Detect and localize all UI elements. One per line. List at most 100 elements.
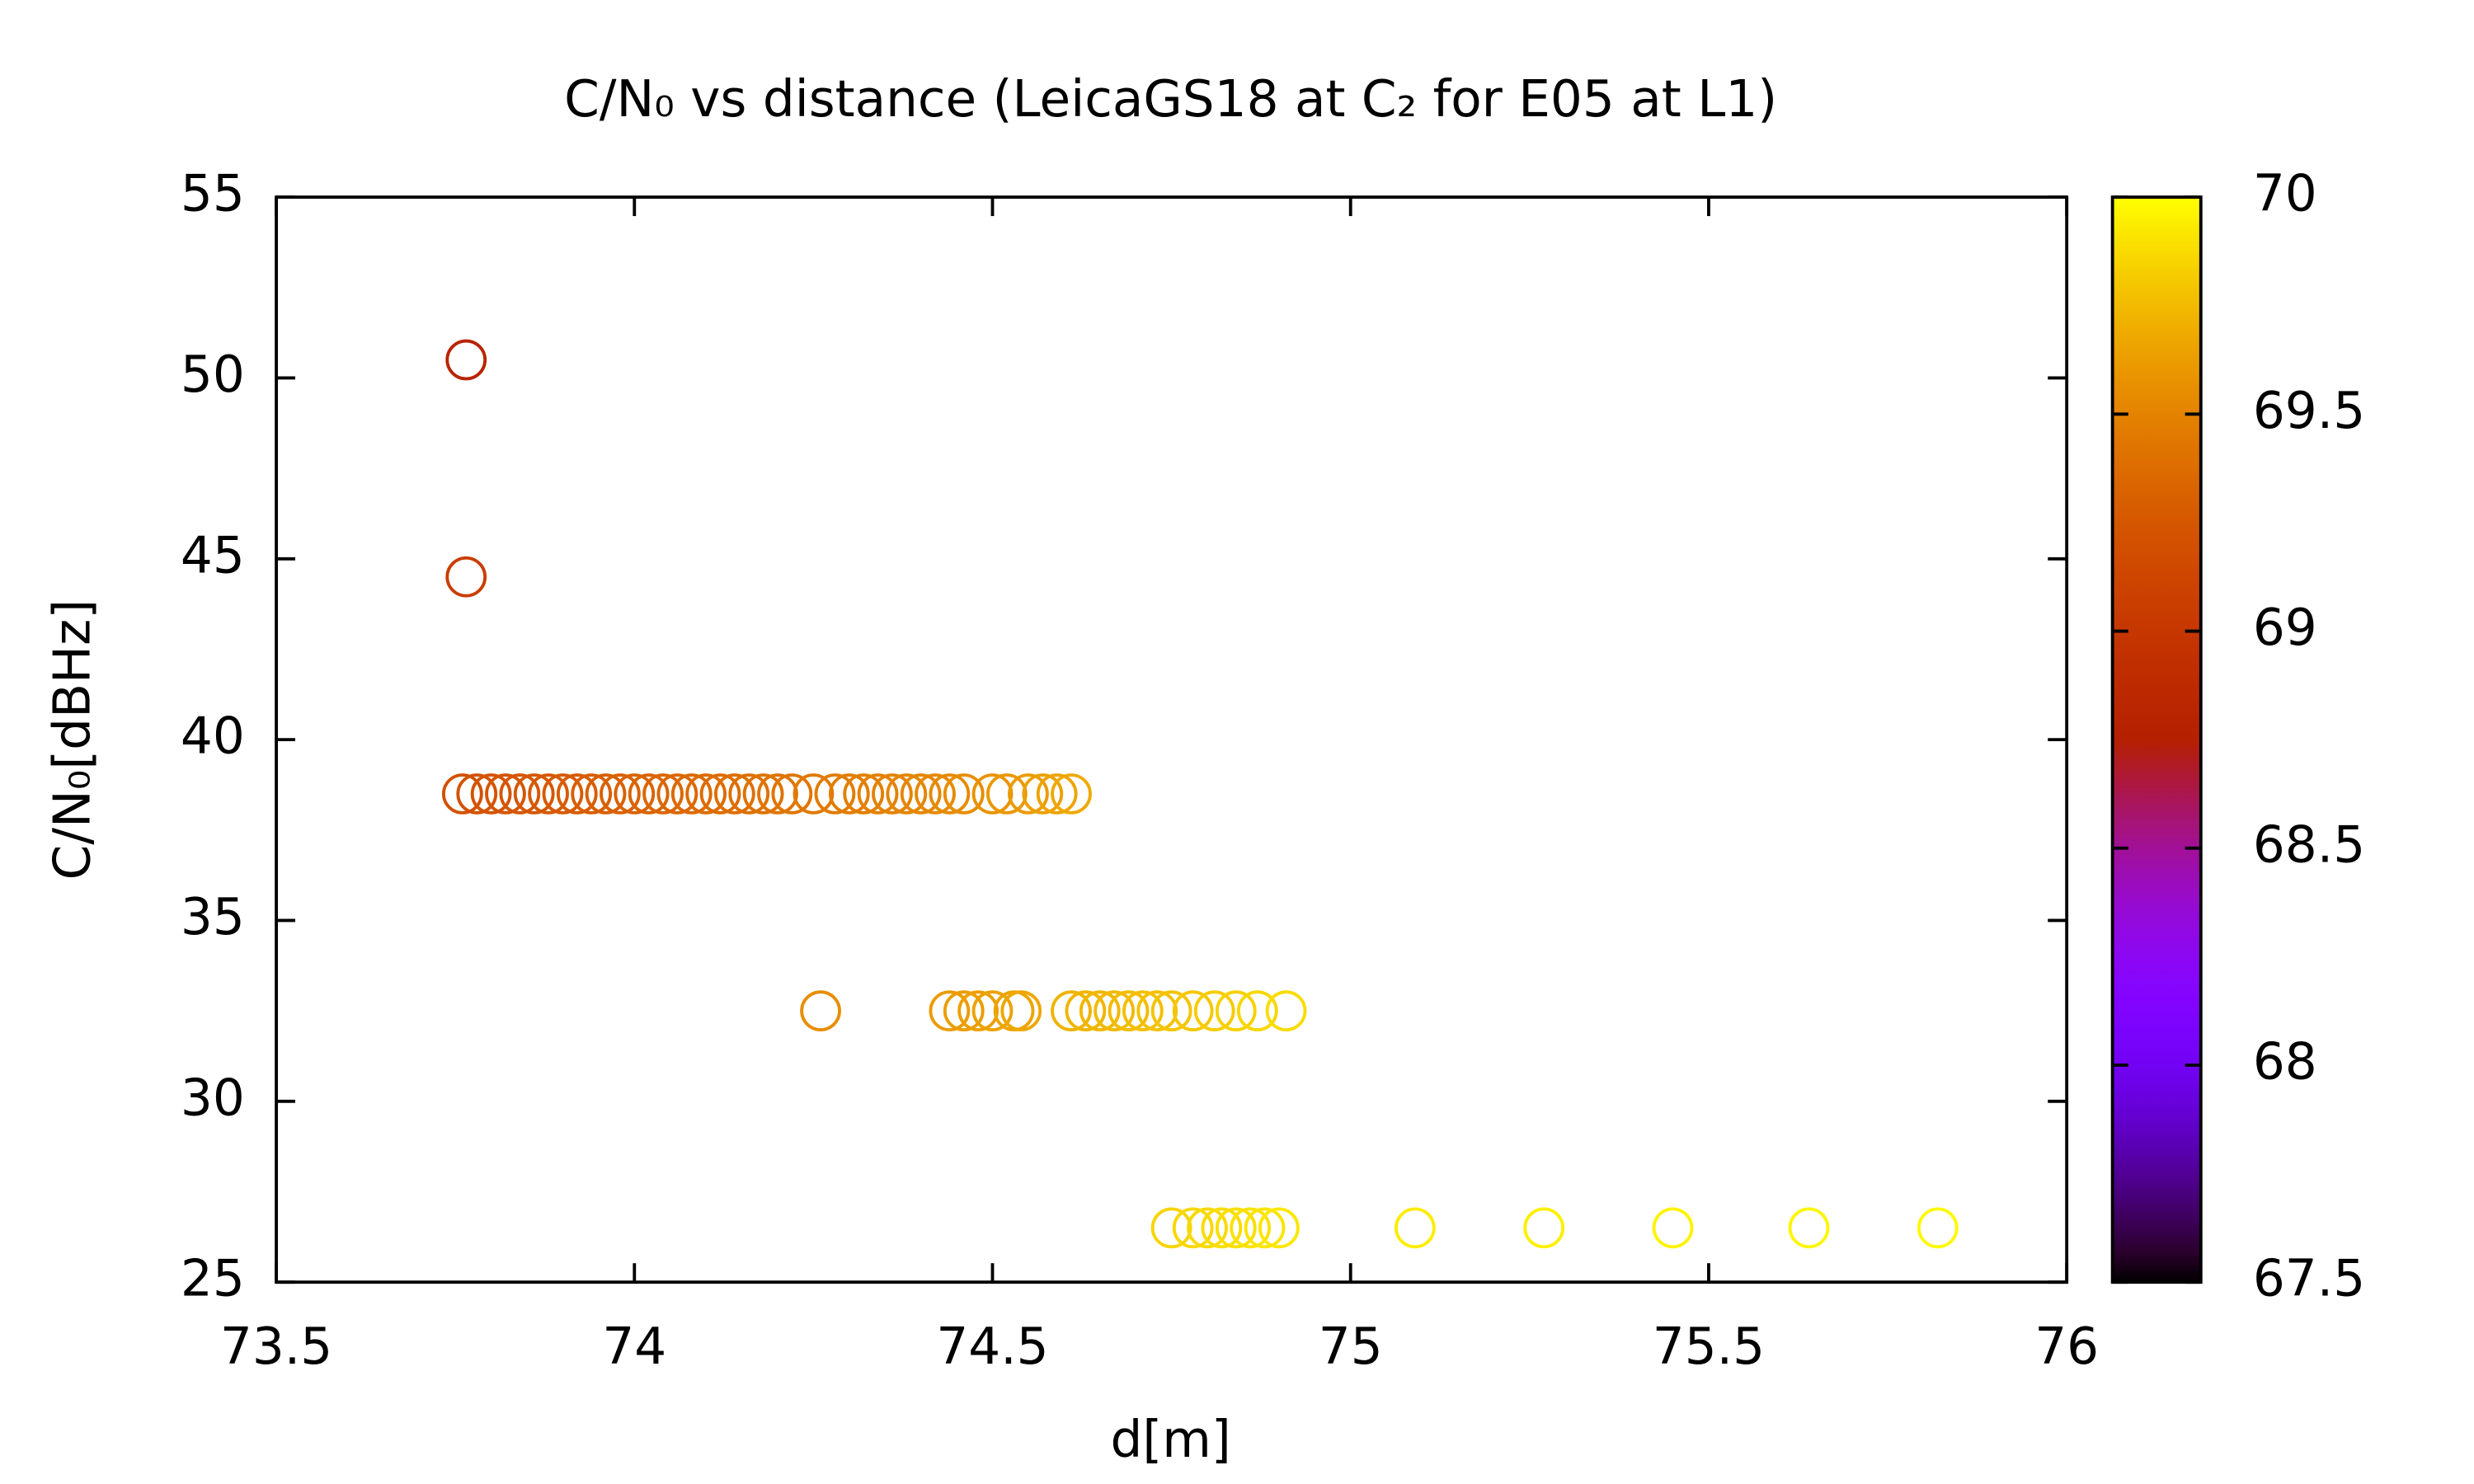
point: [971, 773, 1014, 815]
colorbar-tick-label: 69.5: [2253, 382, 2365, 440]
point: [1244, 1207, 1286, 1249]
point: [943, 990, 985, 1032]
point: [1136, 990, 1178, 1032]
point: [1265, 990, 1307, 1032]
y-axis-label: C/N₀[dBHz]: [44, 599, 102, 880]
background: [16, 0, 2458, 1484]
point: [943, 773, 985, 815]
point: [971, 990, 1014, 1032]
point: [1230, 1207, 1272, 1249]
point: [556, 773, 598, 815]
point: [614, 773, 656, 815]
colorbar-tick-label: 69: [2253, 599, 2317, 657]
y-tick-label: 55: [181, 165, 245, 223]
point: [1150, 990, 1192, 1032]
point: [1236, 990, 1278, 1032]
point: [585, 773, 627, 815]
point: [1917, 1207, 1959, 1249]
point: [793, 773, 835, 815]
point: [900, 773, 942, 815]
point: [445, 339, 487, 381]
y-tick-label: 45: [181, 526, 245, 585]
point: [1094, 990, 1136, 1032]
point: [1193, 990, 1235, 1032]
point: [872, 773, 913, 815]
colorbar-tick-label: 68.5: [2253, 815, 2365, 874]
point: [800, 990, 841, 1032]
colorbar-tick-label: 67.5: [2253, 1250, 2365, 1308]
point: [1051, 990, 1092, 1032]
point: [742, 773, 784, 815]
point: [1008, 773, 1049, 815]
point: [642, 773, 684, 815]
point: [843, 773, 885, 815]
point: [814, 773, 856, 815]
point: [445, 556, 487, 598]
point: [528, 773, 569, 815]
point: [1187, 1207, 1228, 1249]
point: [957, 990, 999, 1032]
point: [1258, 1207, 1300, 1249]
colorbar: [2110, 195, 2203, 1284]
y-tick-label: 50: [181, 345, 245, 404]
point: [857, 773, 899, 815]
point: [456, 773, 498, 815]
point: [441, 773, 483, 815]
point: [1150, 1207, 1192, 1249]
point: [1788, 1207, 1830, 1249]
point: [1201, 1207, 1243, 1249]
point: [714, 773, 755, 815]
point: [1051, 773, 1092, 815]
point: [513, 773, 555, 815]
point: [1215, 990, 1257, 1032]
point: [1108, 990, 1150, 1032]
point: [1523, 1207, 1565, 1249]
point: [656, 773, 698, 815]
point: [542, 773, 584, 815]
x-tick-label: 74.5: [936, 1317, 1048, 1376]
point: [685, 773, 727, 815]
point: [728, 773, 770, 815]
point: [600, 773, 641, 815]
colorbar-tick-label: 70: [2253, 165, 2317, 223]
y-tick-label: 40: [181, 707, 245, 766]
point: [915, 773, 956, 815]
point: [986, 773, 1028, 815]
y-tick-label: 30: [181, 1068, 245, 1127]
point: [929, 773, 971, 815]
point: [1122, 990, 1164, 1032]
point: [771, 773, 813, 815]
point: [929, 990, 971, 1032]
x-axis-label: d[m]: [1111, 1411, 1231, 1469]
x-tick-label: 73.5: [220, 1317, 332, 1376]
point: [1172, 1207, 1214, 1249]
y-tick-label: 25: [181, 1250, 245, 1308]
point: [1172, 990, 1214, 1032]
point: [499, 773, 541, 815]
x-tick-label: 75: [1319, 1317, 1383, 1376]
point: [699, 773, 741, 815]
point: [1215, 1207, 1257, 1249]
point: [1079, 990, 1121, 1032]
y-tick-label: 35: [181, 888, 245, 946]
x-tick-label: 75.5: [1653, 1317, 1765, 1376]
point: [470, 773, 512, 815]
colorbar-tick-label: 68: [2253, 1033, 2317, 1092]
point: [1395, 1207, 1436, 1249]
point: [628, 773, 670, 815]
x-tick-label: 74: [602, 1317, 666, 1376]
point: [571, 773, 613, 815]
point: [1652, 1207, 1694, 1249]
point: [1065, 990, 1107, 1032]
x-tick-label: 76: [2034, 1317, 2099, 1376]
point: [828, 773, 870, 815]
point: [1022, 773, 1064, 815]
chart-title: C/N₀ vs distance (LeicaGS18 at C₂ for E0…: [564, 70, 1777, 129]
point: [757, 773, 798, 815]
point: [886, 773, 928, 815]
point: [485, 773, 526, 815]
point: [670, 773, 713, 815]
point: [1036, 773, 1078, 815]
